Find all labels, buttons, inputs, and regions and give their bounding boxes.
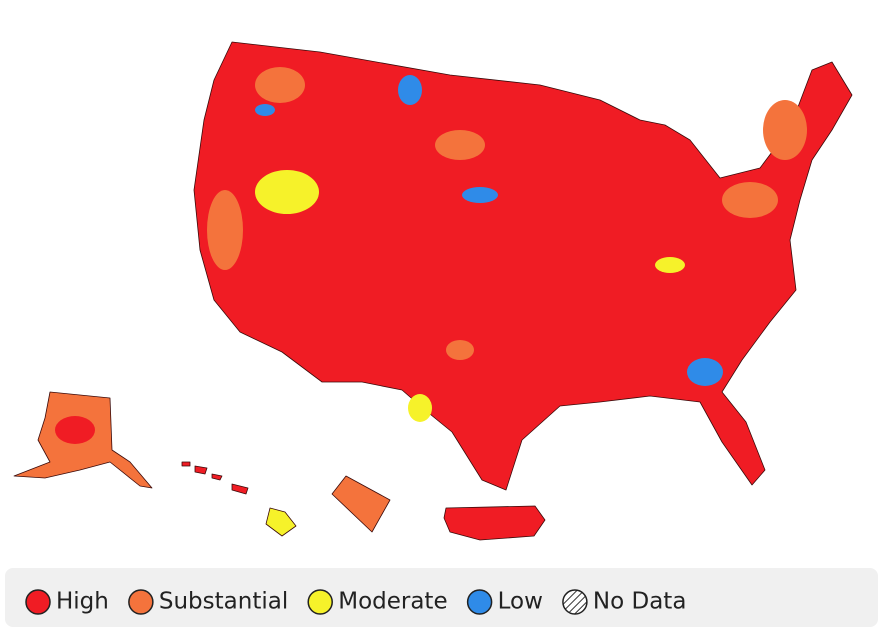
region [655,257,685,273]
legend-swatch [562,589,588,615]
region [55,416,95,444]
region [255,67,305,103]
region [207,190,243,270]
region [255,170,319,214]
legend-swatch [25,589,51,615]
region [687,358,723,386]
hawaii [181,461,297,537]
district-of-columbia [331,475,391,533]
legend-label: Moderate [338,589,447,615]
region [435,130,485,160]
region [398,75,422,105]
legend-swatch [466,589,493,615]
legend-swatch [307,589,333,615]
legend-label: Low [498,589,543,615]
legend: High Substantial Moderate Low No Data [25,589,687,615]
region [446,340,474,360]
alaska [13,391,153,489]
legend-swatch [128,589,154,615]
region [462,187,498,203]
puerto-rico [443,505,546,541]
legend-label: High [56,589,109,615]
region [763,100,807,160]
legend-label: No Data [593,589,687,615]
region [722,182,778,218]
region [408,394,432,422]
legend-panel [5,568,878,627]
contiguous-us [193,41,853,491]
region [255,104,275,116]
legend-label: Substantial [159,589,288,615]
